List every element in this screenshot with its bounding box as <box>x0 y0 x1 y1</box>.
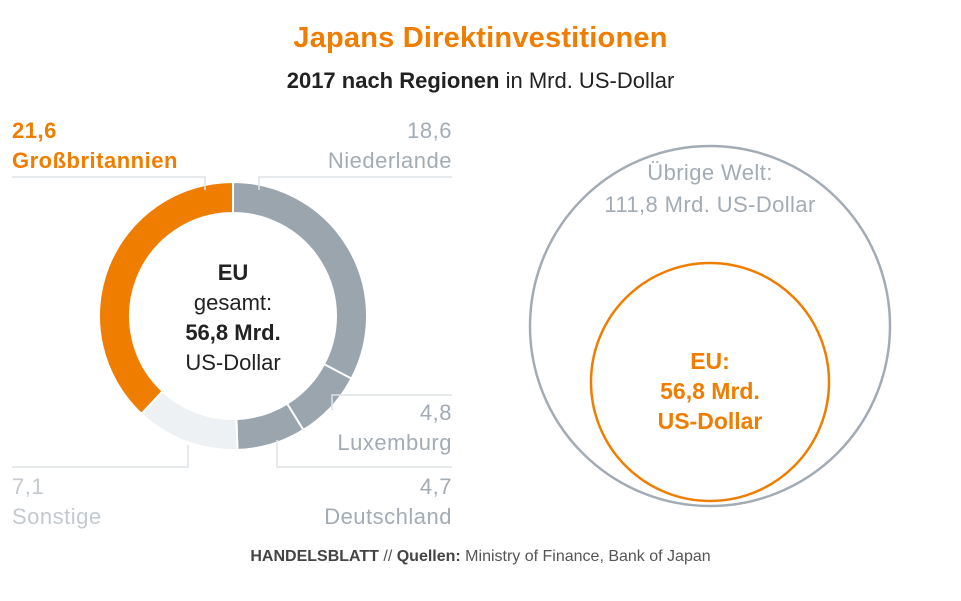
label-deutschland: 4,7 Deutschland <box>252 472 452 532</box>
world-circle <box>528 144 892 508</box>
donut-slice-grossbritannien <box>98 180 234 416</box>
footer-source: HANDELSBLATT // Quellen: Ministry of Fin… <box>0 548 961 566</box>
center-line1: EU <box>217 260 249 285</box>
leader-line-luxemburg <box>331 394 452 410</box>
label-luxemburg-name: Luxemburg <box>337 430 452 455</box>
world-circle-label: Übrige Welt: 111,8 Mrd. US-Dollar <box>560 157 860 221</box>
donut-chart <box>98 180 368 451</box>
center-line2: gesamt: <box>193 290 273 315</box>
world-label-line1: Übrige Welt: <box>647 160 773 185</box>
donut-center-label: EU gesamt: 56,8 Mrd. US-Dollar <box>133 258 333 378</box>
leader-lines <box>12 176 452 468</box>
eu-label-line1: EU: <box>690 348 730 374</box>
eu-label-line2: 56,8 Mrd. <box>660 378 760 404</box>
donut-slice-sonstige <box>140 389 239 451</box>
subtitle-bold: 2017 nach Regionen <box>286 68 500 93</box>
label-deutschland-name: Deutschland <box>324 504 452 529</box>
label-niederlande-name: Niederlande <box>327 148 452 173</box>
label-luxemburg: 4,8 Luxemburg <box>252 398 452 458</box>
center-line4: US-Dollar <box>185 350 281 375</box>
footer-brand: HANDELSBLATT <box>250 548 379 565</box>
label-sonstige-value: 7,1 <box>12 474 45 499</box>
chart-title: Japans Direktinvestitionen <box>293 22 668 54</box>
label-niederlande-value: 18,6 <box>407 118 452 143</box>
world-label-line2: 111,8 Mrd. US-Dollar <box>604 192 816 217</box>
label-grossbritannien-value: 21,6 <box>12 118 57 143</box>
leader-line-niederlande <box>258 176 452 190</box>
label-luxemburg-value: 4,8 <box>419 400 452 425</box>
label-grossbritannien-name: Großbritannien <box>12 148 178 173</box>
eu-circle-label: EU: 56,8 Mrd. US-Dollar <box>600 346 820 436</box>
leader-line-sonstige <box>12 445 189 468</box>
label-grossbritannien: 21,6 Großbritannien <box>12 116 178 176</box>
label-sonstige-name: Sonstige <box>12 504 102 529</box>
center-line3: 56,8 Mrd. <box>185 320 281 345</box>
label-niederlande: 18,6 Niederlande <box>252 116 452 176</box>
subtitle-rest: in Mrd. US-Dollar <box>499 68 675 93</box>
footer-separator: // <box>378 548 397 565</box>
leader-line-deutschland <box>276 440 452 468</box>
footer-source-text: Ministry of Finance, Bank of Japan <box>460 548 711 565</box>
eu-circle <box>589 261 831 503</box>
label-deutschland-value: 4,7 <box>419 474 452 499</box>
footer-source-label: Quellen: <box>396 548 461 565</box>
eu-label-line3: US-Dollar <box>657 408 763 434</box>
leader-line-grossbritannien <box>12 176 206 190</box>
label-sonstige: 7,1 Sonstige <box>12 472 102 532</box>
chart-subtitle: 2017 nach Regionen in Mrd. US-Dollar <box>0 68 961 94</box>
